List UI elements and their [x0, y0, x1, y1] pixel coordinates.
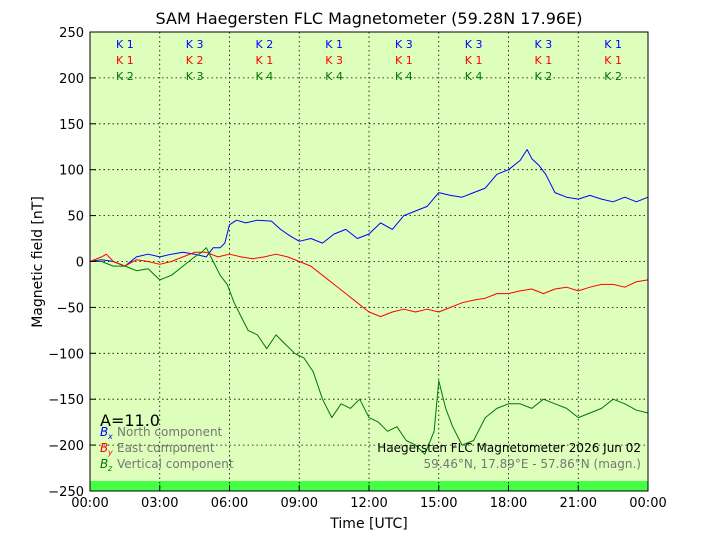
y-tick-label: 50 — [67, 210, 84, 225]
k-index-value: K 4 — [256, 70, 274, 83]
k-index-value: K 3 — [465, 38, 483, 51]
k-index-value: K 4 — [465, 70, 483, 83]
k-index-value: K 4 — [395, 70, 413, 83]
legend-symbol: B — [100, 441, 108, 455]
x-tick-label: 06:00 — [211, 496, 248, 511]
x-tick-label: 18:00 — [490, 496, 527, 511]
k-index-value: K 1 — [325, 38, 343, 51]
y-axis-label: Magnetic field [nT] — [30, 196, 46, 328]
legend-label: North component — [117, 425, 223, 439]
x-tick-label: 03:00 — [141, 496, 178, 511]
k-index-value: K 4 — [325, 70, 343, 83]
y-tick-label: 200 — [59, 72, 84, 87]
a-index-label: A=11.0 — [100, 411, 160, 430]
legend-symbol: B — [100, 425, 108, 439]
y-tick-label: −200 — [48, 439, 84, 454]
y-tick-label: −250 — [48, 485, 84, 500]
k-index-value: K 1 — [256, 54, 274, 67]
x-axis-ticks: 00:00 03:00 06:00 09:00 12:00 15:00 18:00 21:00… — [71, 485, 667, 511]
k-index-value: K 1 — [116, 54, 134, 67]
y-tick-label: 100 — [59, 164, 84, 179]
x-tick-label: 09:00 — [281, 496, 318, 511]
series-line-x — [89, 149, 649, 267]
series-layer — [89, 149, 649, 455]
k-index-value: K 1 — [604, 54, 622, 67]
k-index-value: K 1 — [116, 38, 134, 51]
k-index-value: K 3 — [325, 54, 343, 67]
k-index-value: K 3 — [186, 70, 204, 83]
k-index-value: K 1 — [535, 54, 553, 67]
series-line-y — [89, 251, 649, 318]
k-index-value: K 2 — [116, 70, 134, 83]
k-index-value: K 2 — [604, 70, 622, 83]
y-tick-label: −50 — [57, 301, 84, 316]
grid-lines — [90, 32, 648, 491]
legend-subscript: y — [107, 448, 113, 457]
y-tick-label: 250 — [59, 26, 84, 41]
y-tick-label: 150 — [59, 118, 84, 133]
legend-label: East component — [117, 441, 215, 455]
y-tick-label: −150 — [48, 393, 84, 408]
legend-subscript: z — [107, 464, 113, 473]
magnetometer-note: Haegersten FLC Magnetometer 2026 Jun 02 — [377, 441, 641, 455]
k-index-value: K 1 — [465, 54, 483, 67]
legend-symbol: B — [100, 457, 108, 471]
chart-title: SAM Haegersten FLC Magnetometer (59.28N … — [156, 9, 583, 28]
k-index-value: K 1 — [604, 38, 622, 51]
k-index-value: K 3 — [186, 38, 204, 51]
legend-label: Vertical component — [117, 457, 234, 471]
k-index-value: K 2 — [535, 70, 553, 83]
k-index-layer: K 1 K 3 K 2 K 1 K 3 K 3 K 3 K 1 K 1 K 2 K 1 K 3 K 1 K… — [116, 38, 622, 83]
k-index-value: K 3 — [395, 38, 413, 51]
legend-subscript: x — [107, 432, 113, 441]
k-index-value: K 2 — [186, 54, 204, 67]
y-axis-ticks: −250 −200 −150 −100 −50 0 50 100 150 200 250 — [48, 26, 96, 500]
k-index-value: K 2 — [256, 38, 274, 51]
x-tick-label: 15:00 — [420, 496, 457, 511]
x-tick-label: 00:00 — [629, 496, 666, 511]
x-axis-label: Time [UTC] — [329, 516, 407, 532]
y-tick-label: 0 — [76, 256, 84, 271]
series-line-z — [90, 247, 649, 455]
x-tick-label: 21:00 — [560, 496, 597, 511]
x-tick-label: 12:00 — [350, 496, 387, 511]
k-index-value: K 1 — [395, 54, 413, 67]
coordinates-note: 59.46°N, 17.89°E - 57.86°N (magn.) — [424, 457, 641, 471]
y-tick-label: −100 — [48, 347, 84, 362]
x-tick-label: 00:00 — [71, 496, 108, 511]
plot-area: K 1 K 3 K 2 K 1 K 3 K 3 K 3 K 1 K 1 K 2 K 1 K 3 K 1 K… — [89, 31, 649, 492]
k-index-value: K 3 — [535, 38, 553, 51]
